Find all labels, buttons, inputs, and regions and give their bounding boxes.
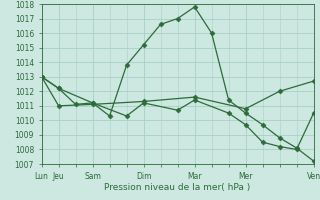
X-axis label: Pression niveau de la mer( hPa ): Pression niveau de la mer( hPa ) [104,183,251,192]
